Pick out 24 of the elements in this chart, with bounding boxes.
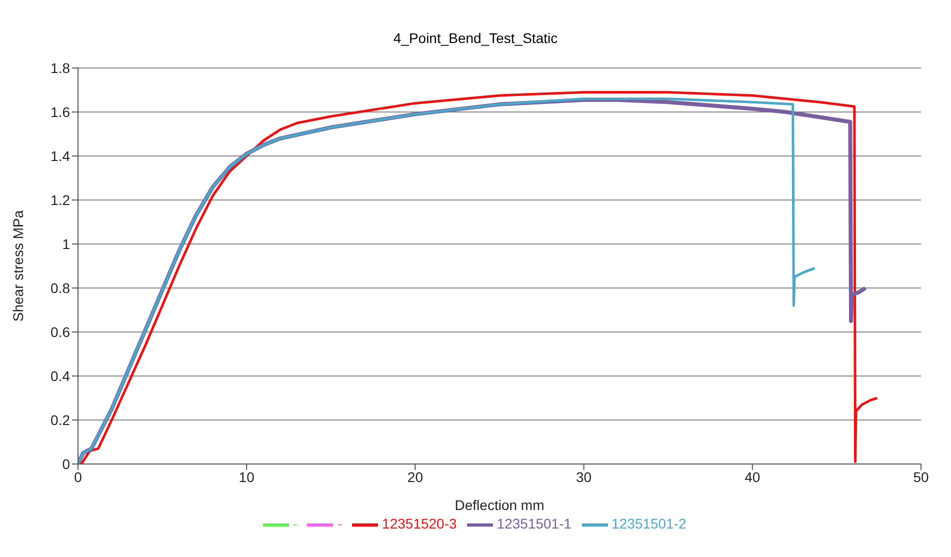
y-tick-label: 0.8 [50, 280, 70, 296]
x-tick-label: 20 [407, 468, 424, 485]
x-axis-title: Deflection mm [454, 497, 544, 513]
y-axis-title: Shear stress MPa [10, 210, 26, 322]
legend-label: - [337, 516, 342, 532]
y-tick-label: 0 [62, 456, 70, 472]
x-tick-label: 0 [74, 468, 82, 485]
y-tick-label: 1 [62, 236, 70, 252]
legend-label: - [292, 516, 298, 532]
y-tick-label: 1.8 [50, 60, 70, 76]
legend-label: 12351501-2 [612, 516, 686, 532]
x-tick-label: 40 [744, 468, 760, 485]
legend-label: 12351520-3 [382, 516, 457, 532]
x-tick-label: 10 [238, 468, 255, 485]
x-tick-label: 30 [576, 468, 592, 485]
chart-title: 4_Point_Bend_Test_Static [392, 29, 559, 48]
legend-label: 12351501-1 [496, 516, 572, 532]
y-tick-label: 0.4 [50, 368, 70, 384]
y-tick-label: 1.4 [50, 148, 70, 164]
y-tick-label: 0.2 [50, 412, 70, 428]
y-tick-label: 1.2 [50, 192, 70, 208]
y-tick-label: 0.6 [50, 324, 70, 340]
x-tick-label: 50 [913, 468, 929, 485]
y-tick-label: 1.6 [50, 104, 70, 120]
